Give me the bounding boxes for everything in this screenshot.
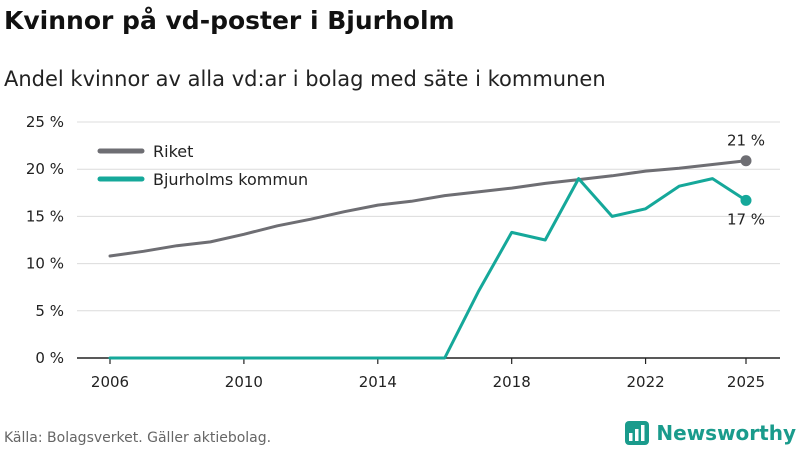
- series-end-point-1: [740, 155, 752, 167]
- bar-chart-logo-icon: [625, 421, 650, 445]
- series-end-label-2: 17 %: [727, 210, 765, 228]
- x-tick-label: 2006: [91, 373, 129, 391]
- series-line-2: [108, 177, 748, 360]
- source-note: Källa: Bolagsverket. Gäller aktiebolag.: [4, 430, 272, 446]
- brand-logo: Newsworthy: [624, 420, 796, 446]
- y-tick-label: 0 %: [35, 349, 64, 367]
- y-tick-label: 10 %: [26, 255, 64, 273]
- x-tick-label: 2022: [626, 373, 664, 391]
- series-end-point-2: [740, 194, 752, 206]
- x-tick-label: 2018: [493, 373, 531, 391]
- x-tick-label: 2025: [727, 373, 765, 391]
- series-end-label-1: 21 %: [727, 132, 765, 150]
- legend-label-2: Bjurholms kommun: [153, 170, 308, 189]
- x-tick-label: 2010: [225, 373, 263, 391]
- y-tick-label: 25 %: [26, 113, 64, 131]
- series-line-1: [108, 159, 748, 258]
- y-tick-label: 5 %: [35, 302, 64, 320]
- brand-name: Newsworthy: [656, 421, 796, 445]
- chart-subtitle: Andel kvinnor av alla vd:ar i bolag med …: [4, 67, 606, 91]
- y-tick-label: 20 %: [26, 160, 64, 178]
- y-tick-label: 15 %: [26, 207, 64, 225]
- legend-label-1: Riket: [153, 142, 193, 161]
- chart-title: Kvinnor på vd-poster i Bjurholm: [4, 6, 455, 35]
- x-tick-label: 2014: [359, 373, 397, 391]
